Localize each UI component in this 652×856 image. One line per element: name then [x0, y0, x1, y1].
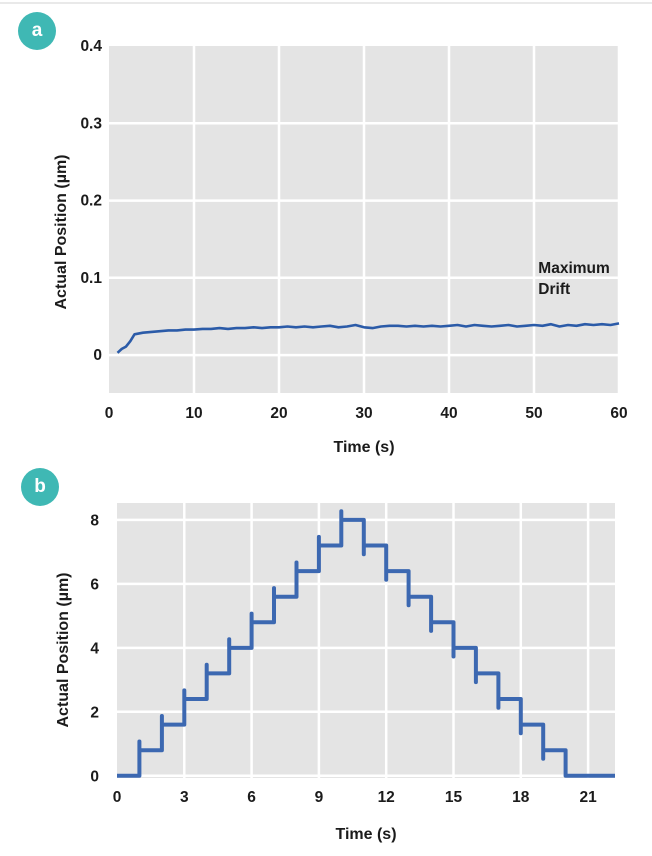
chart-a-gridlines	[109, 46, 621, 393]
chart-a-series-line	[116, 322, 620, 354]
chart-a-y-tick: 0.1	[80, 270, 102, 287]
chart-a-ylabel: Actual Position (µm)	[53, 155, 70, 310]
chart-b-ylabel: Actual Position (µm)	[55, 573, 72, 728]
chart-a-x-tick: 0	[105, 405, 114, 422]
chart-a-x-tick: 60	[610, 405, 627, 422]
chart-b-y-tick-labels: 8 6 4 2 0	[90, 512, 99, 785]
chart-b-x-tick-labels: 0 3 6 9 12 15 18 21	[113, 789, 597, 806]
chart-a-y-tick: 0.4	[80, 38, 102, 55]
chart-b-x-tick: 9	[315, 789, 324, 806]
chart-b-x-tick: 15	[445, 789, 463, 806]
chart-b-y-tick: 4	[90, 640, 99, 657]
chart-a-y-tick: 0.2	[80, 193, 102, 210]
chart-a-x-tick: 40	[440, 405, 457, 422]
chart-b-y-tick: 0	[90, 768, 99, 785]
chart-b-xlabel: Time (s)	[335, 826, 396, 843]
chart-b-series-line	[117, 509, 615, 778]
chart-b-x-tick: 21	[579, 789, 597, 806]
chart-a-plot: 0 10 20 30 40 50 60 0.4 0.3 0.2 0.1 0 Time (s) Actual…	[53, 38, 628, 456]
chart-b-y-tick: 8	[90, 512, 99, 529]
panel-b-badge: b	[21, 468, 59, 506]
chart-a-annotation-line: Maximum	[538, 260, 610, 277]
chart-b-plot: 0 3 6 9 12 15 18 21 8 6 4 2 0 Time (s) Actual Position…	[55, 503, 615, 843]
chart-a-y-tick: 0	[93, 347, 102, 364]
chart-a-xlabel: Time (s)	[333, 439, 394, 456]
chart-b-y-tick: 6	[90, 576, 99, 593]
chart-a-x-tick: 10	[185, 405, 202, 422]
chart-a-x-tick: 50	[525, 405, 542, 422]
chart-b-x-tick: 6	[247, 789, 256, 806]
panel-a-badge: a	[18, 12, 56, 50]
chart-b-x-tick: 0	[113, 789, 122, 806]
chart-a-x-tick: 30	[355, 405, 372, 422]
chart-a-x-tick-labels: 0 10 20 30 40 50 60	[105, 405, 628, 422]
chart-b-y-tick: 2	[90, 704, 99, 721]
chart-a-y-tick-labels: 0.4 0.3 0.2 0.1 0	[80, 38, 102, 364]
chart-a-x-tick: 20	[270, 405, 287, 422]
chart-b-x-tick: 3	[180, 789, 189, 806]
chart-a-annotation-line: Drift	[538, 281, 570, 298]
chart-b-x-tick: 12	[378, 789, 395, 806]
chart-b-plot-area	[117, 503, 615, 778]
chart-a-y-tick: 0.3	[80, 115, 102, 132]
top-divider	[0, 2, 652, 4]
chart-b-x-tick: 18	[512, 789, 530, 806]
